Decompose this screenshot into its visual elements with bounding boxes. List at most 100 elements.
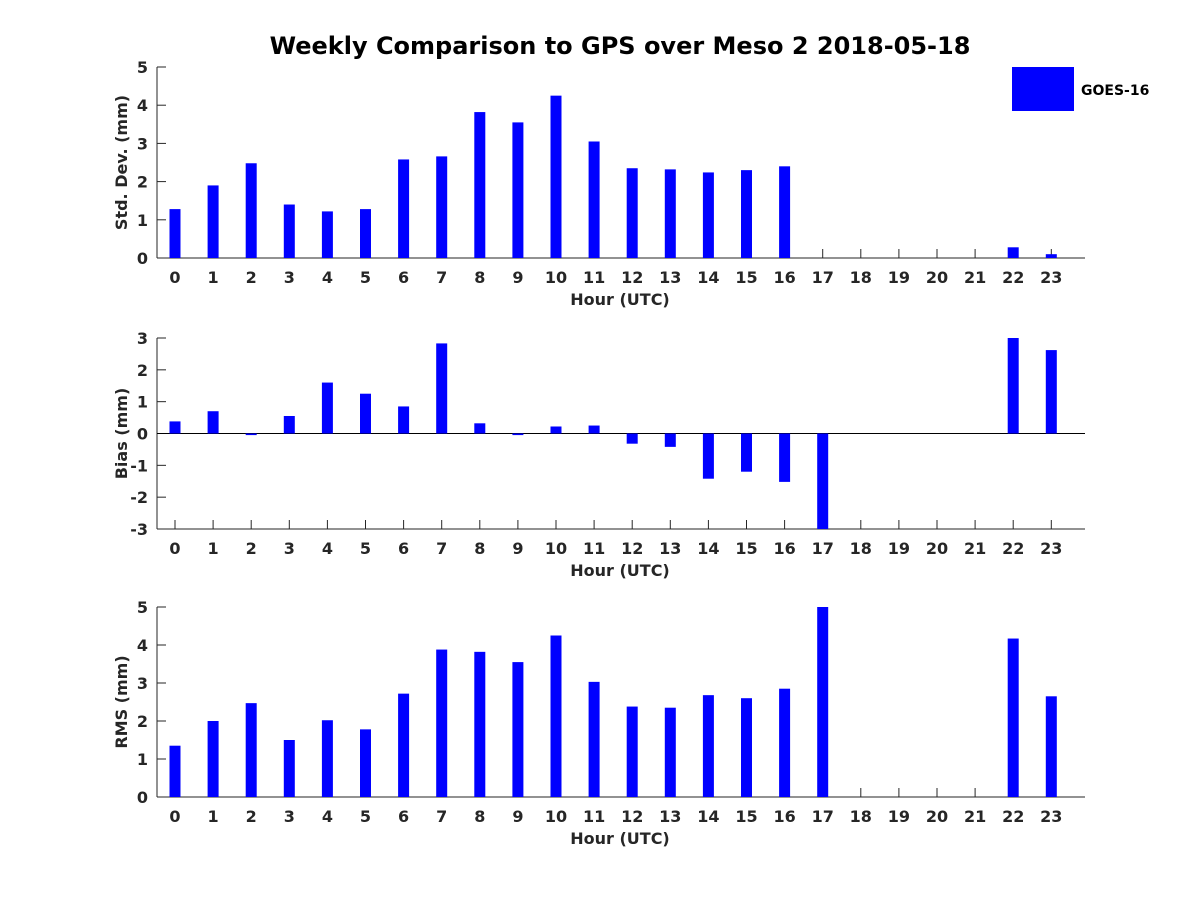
- x-tick-label: 2: [246, 807, 257, 826]
- x-tick-label: 18: [850, 539, 872, 558]
- x-tick-label: 18: [850, 268, 872, 287]
- x-tick-label: 15: [735, 539, 757, 558]
- y-tick-label: 5: [137, 58, 148, 77]
- bar-std-dev-hour-7: [436, 156, 448, 258]
- bar-rms-hour-23: [1045, 696, 1057, 797]
- y-tick-label: 1: [137, 750, 148, 769]
- x-tick-label: 12: [621, 268, 643, 287]
- x-tick-label: 6: [398, 807, 409, 826]
- x-tick-label: 4: [322, 807, 333, 826]
- bar-rms-hour-0: [169, 745, 181, 797]
- bar-rms-hour-8: [474, 651, 486, 797]
- bar-rms-hour-15: [741, 698, 752, 797]
- bar-bias-hour-22: [1007, 338, 1019, 434]
- x-tick-label: 8: [474, 268, 485, 287]
- bar-bias-hour-16: [779, 433, 791, 482]
- bar-bias-hour-10: [550, 426, 562, 434]
- y-tick-label: 5: [137, 598, 148, 617]
- bar-bias-hour-2: [245, 433, 257, 436]
- x-tick-label: 12: [621, 807, 643, 826]
- x-tick-label: 0: [169, 807, 180, 826]
- bar-bias-hour-11: [588, 425, 600, 434]
- x-tick-label: 23: [1040, 268, 1062, 287]
- bar-std-dev-hour-9: [512, 122, 524, 258]
- y-tick-label: 2: [137, 361, 148, 380]
- x-tick-label: 20: [926, 807, 948, 826]
- x-tick-label: 3: [284, 268, 295, 287]
- x-axis-label: Hour (UTC): [570, 290, 670, 309]
- x-tick-label: 6: [398, 539, 409, 558]
- x-tick-label: 9: [512, 268, 523, 287]
- x-tick-label: 2: [246, 539, 257, 558]
- x-axis-label: Hour (UTC): [570, 561, 670, 580]
- y-tick-label: 4: [137, 636, 148, 655]
- x-tick-label: 16: [773, 539, 795, 558]
- bar-bias-hour-8: [474, 423, 486, 434]
- bar-rms-hour-16: [779, 688, 791, 797]
- bar-std-dev-hour-16: [779, 166, 791, 258]
- x-tick-label: 22: [1002, 807, 1024, 826]
- x-tick-label: 10: [545, 539, 567, 558]
- bar-bias-hour-6: [398, 406, 410, 434]
- y-tick-label: -3: [130, 520, 148, 539]
- bar-rms-hour-2: [245, 703, 257, 797]
- bar-std-dev-hour-1: [207, 185, 219, 258]
- x-tick-label: 19: [888, 539, 910, 558]
- x-tick-label: 20: [926, 268, 948, 287]
- x-tick-label: 20: [926, 539, 948, 558]
- bar-std-dev-hour-5: [360, 209, 371, 258]
- bar-rms-hour-4: [321, 720, 333, 797]
- chart-title: Weekly Comparison to GPS over Meso 2 201…: [270, 32, 971, 60]
- bar-std-dev-hour-4: [321, 211, 333, 258]
- x-tick-label: 14: [697, 807, 719, 826]
- x-tick-label: 23: [1040, 539, 1062, 558]
- bar-std-dev-hour-0: [169, 209, 181, 258]
- legend-label: GOES-16: [1081, 83, 1149, 99]
- x-tick-label: 8: [474, 807, 485, 826]
- x-tick-label: 0: [169, 268, 180, 287]
- x-tick-label: 16: [773, 807, 795, 826]
- x-tick-label: 0: [169, 539, 180, 558]
- x-tick-label: 22: [1002, 539, 1024, 558]
- x-tick-label: 5: [360, 807, 371, 826]
- bar-rms-hour-1: [207, 721, 219, 797]
- bar-std-dev-hour-6: [398, 159, 410, 258]
- x-tick-label: 17: [812, 539, 834, 558]
- bar-rms-hour-22: [1007, 638, 1019, 797]
- x-tick-label: 11: [583, 268, 605, 287]
- x-tick-label: 1: [208, 539, 219, 558]
- x-tick-label: 22: [1002, 268, 1024, 287]
- x-axis-label: Hour (UTC): [570, 829, 670, 848]
- x-tick-label: 1: [208, 807, 219, 826]
- x-tick-label: 13: [659, 807, 681, 826]
- bar-bias-hour-17: [817, 433, 829, 529]
- y-tick-label: 3: [137, 674, 148, 693]
- y-tick-label: 3: [137, 329, 148, 348]
- y-tick-label: 1: [137, 211, 148, 230]
- x-tick-label: 12: [621, 539, 643, 558]
- y-tick-label: -1: [130, 456, 148, 475]
- x-tick-label: 10: [545, 268, 567, 287]
- y-tick-label: 3: [137, 134, 148, 153]
- bar-rms-hour-10: [550, 635, 562, 797]
- x-tick-label: 7: [436, 268, 447, 287]
- bar-std-dev-hour-14: [702, 172, 714, 258]
- x-tick-label: 15: [735, 807, 757, 826]
- x-tick-label: 19: [888, 807, 910, 826]
- bar-rms-hour-14: [702, 695, 714, 797]
- x-tick-label: 5: [360, 268, 371, 287]
- bar-bias-hour-4: [321, 382, 333, 434]
- bar-std-dev-hour-10: [550, 95, 562, 259]
- x-tick-label: 3: [284, 539, 295, 558]
- bar-rms-hour-12: [626, 706, 638, 797]
- x-tick-label: 7: [436, 539, 447, 558]
- bar-bias-hour-14: [702, 433, 714, 479]
- x-tick-label: 16: [773, 268, 795, 287]
- bar-bias-hour-15: [741, 433, 752, 472]
- bar-bias-hour-7: [436, 343, 448, 434]
- bar-rms-hour-6: [398, 693, 410, 797]
- bar-std-dev-hour-8: [474, 112, 486, 259]
